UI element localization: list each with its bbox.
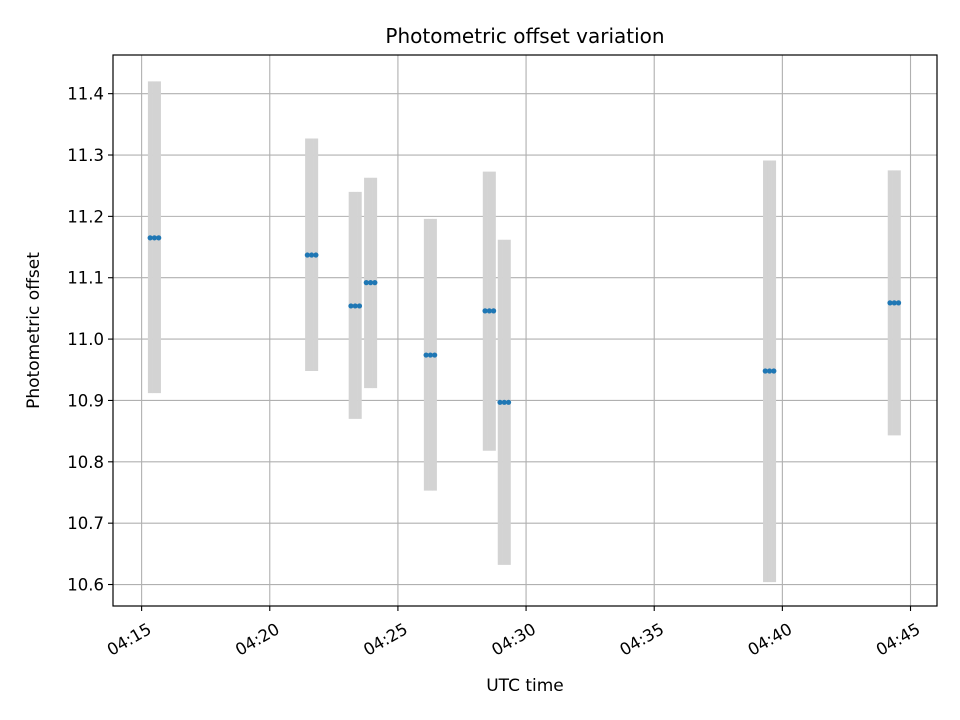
data-point	[766, 368, 773, 374]
data-point	[505, 399, 512, 405]
y-tick-label: 10.9	[67, 391, 104, 410]
data-point	[491, 308, 497, 314]
data-point	[147, 235, 153, 241]
data-point	[304, 252, 310, 258]
y-tick-label: 10.7	[67, 514, 104, 533]
y-tick-label: 11.1	[67, 269, 104, 288]
y-tick-label: 11.2	[67, 207, 104, 226]
data-point	[427, 352, 433, 358]
y-tick-label: 10.8	[67, 453, 104, 472]
data-point	[895, 300, 902, 306]
y-tick-label: 11.4	[67, 85, 104, 104]
data-point	[356, 303, 363, 309]
data-point	[156, 235, 162, 241]
data-point	[372, 280, 378, 286]
data-point	[501, 399, 507, 405]
y-axis-title: Photometric offset	[24, 252, 44, 409]
plot-frame	[112, 54, 938, 607]
data-point	[486, 308, 492, 314]
data-point	[432, 352, 438, 358]
data-point	[352, 303, 358, 309]
data-point	[363, 280, 369, 286]
chart-title: Photometric offset variation	[385, 24, 664, 48]
data-point	[367, 280, 374, 286]
y-tick-label: 11.3	[67, 146, 104, 165]
data-point	[482, 308, 488, 314]
data-point	[771, 368, 777, 374]
marker-layer	[147, 235, 902, 405]
y-tick-label: 11.0	[67, 330, 104, 349]
data-point	[313, 252, 319, 258]
y-tick-label: 10.6	[67, 576, 104, 595]
data-point	[309, 252, 315, 258]
data-point	[762, 368, 768, 374]
data-point	[423, 352, 429, 358]
grid-layer	[113, 55, 937, 606]
data-point	[497, 399, 503, 405]
data-point	[348, 303, 354, 309]
data-point	[887, 300, 893, 306]
x-axis-title: UTC time	[486, 676, 564, 696]
data-point	[891, 300, 897, 306]
data-point	[151, 235, 158, 241]
